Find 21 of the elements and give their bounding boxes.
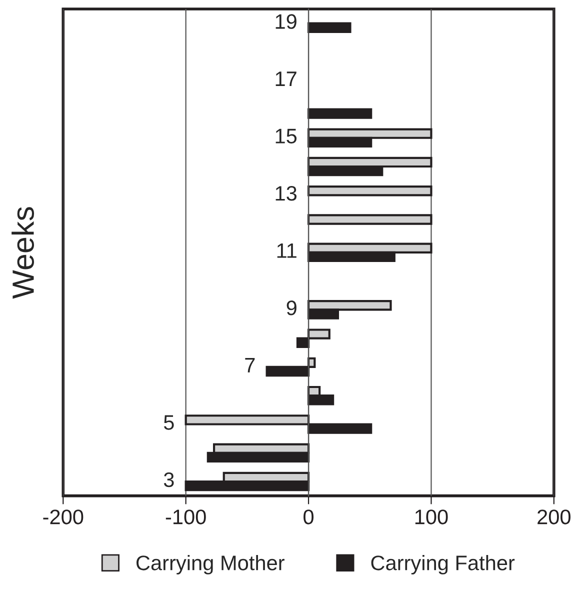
x-tick-label: 200	[538, 510, 570, 524]
bar	[307, 186, 432, 196]
y-tick-label: 13	[276, 186, 296, 201]
x-tick-label: 0	[304, 510, 314, 524]
x-tick-label: -200	[43, 510, 84, 524]
y-tick-label: 11	[277, 243, 296, 258]
x-tick-label: -100	[166, 510, 206, 524]
y-tick-label: 17	[276, 72, 296, 86]
bar	[307, 214, 432, 225]
y-tick-label: 5	[164, 415, 174, 430]
bar	[307, 22, 352, 33]
y-tick-label: 9	[286, 300, 296, 316]
legend-label: Carrying Father	[371, 555, 515, 574]
bar	[307, 108, 372, 119]
y-tick-label: 7	[245, 358, 255, 372]
x-tick-label: 100	[415, 510, 448, 524]
y-tick-label: 3	[164, 472, 174, 488]
y-tick-label: 15	[276, 128, 297, 144]
y-axis-title: Weeks	[12, 207, 34, 299]
legend-label: Carrying Mother	[136, 555, 284, 574]
y-tick-label: 19	[276, 14, 296, 29]
